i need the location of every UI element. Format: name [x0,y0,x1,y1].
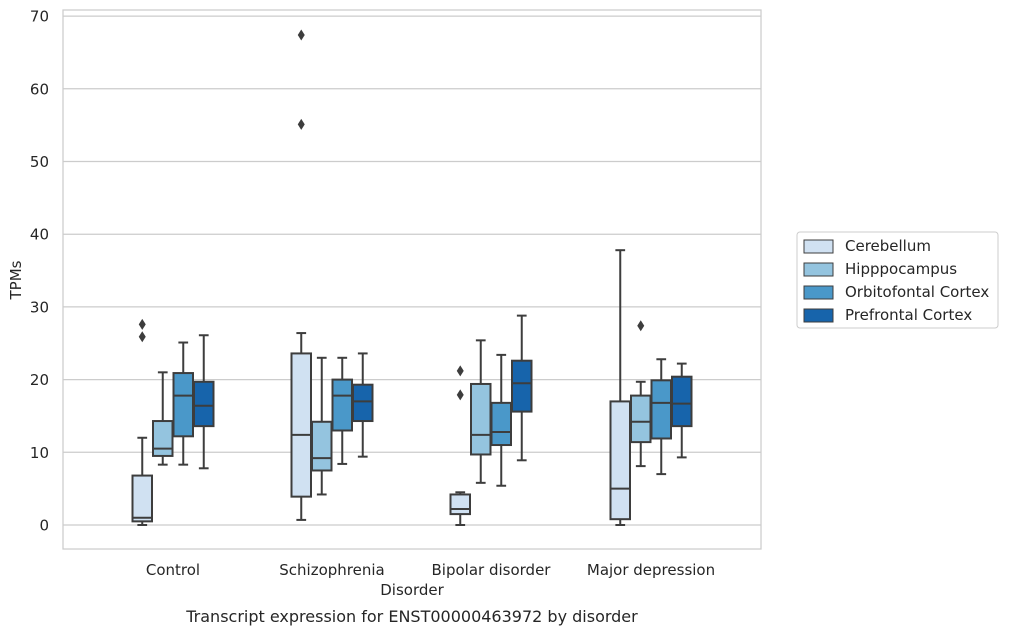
iqr-box [131,474,153,523]
box-1-1 [311,356,333,496]
box-3-3 [671,362,693,459]
box-3-1 [352,352,374,458]
iqr-box [630,394,652,444]
x-axis-ticks: Control Schizophrenia Bipolar disorder Majo… [146,561,715,579]
box-0-1 [290,29,312,521]
legend: Cerebellum Hipppocampus Orbitofontal Corte… [796,231,999,329]
y-tick-label: 60 [30,80,49,98]
iqr-box [650,379,672,440]
iqr-box [290,352,312,498]
box-0-0 [131,318,153,526]
box-2-0 [172,341,194,466]
y-tick-label: 70 [30,8,49,26]
y-tick-label: 20 [30,371,49,389]
iqr-box [352,383,374,423]
y-tick-label: 10 [30,444,49,462]
outlier-point [297,118,305,130]
box-0-2 [449,365,471,526]
legend-swatch [803,285,834,300]
box-2-2 [490,353,512,487]
y-axis-label: TPMs [7,260,25,300]
box-1-3 [630,320,652,468]
legend-label: Cerebellum [845,237,931,255]
outlier-point [297,29,305,41]
legend-frame [796,231,999,329]
iqr-box [511,359,533,413]
box-3-2 [511,314,533,462]
box-0-3 [609,249,631,526]
outlier-point [456,389,464,401]
legend-label: Prefrontal Cortex [845,306,972,324]
iqr-box [671,375,693,428]
legend-swatch [803,262,834,277]
legend-swatch [803,239,834,254]
iqr-box [172,372,194,438]
outlier-point [138,331,146,343]
iqr-box [193,380,215,428]
outlier-point [637,320,645,332]
y-tick-label: 50 [30,153,49,171]
x-tick-label: Schizophrenia [279,561,384,579]
box-1-2 [470,339,492,484]
outlier-point [138,318,146,330]
outlier-point [456,365,464,377]
iqr-box [609,400,631,521]
iqr-box [490,401,512,447]
iqr-box [449,493,471,516]
x-axis-label: Disorder [380,581,444,599]
box-3-0 [193,334,215,470]
x-tick-label: Control [146,561,200,579]
boxes [131,29,693,526]
box-1-0 [152,371,174,466]
legend-swatch [803,308,834,323]
y-tick-label: 30 [30,298,49,316]
legend-label: Hipppocampus [845,260,957,278]
box-2-1 [331,356,353,465]
plot-frame [62,9,762,550]
iqr-box [470,382,492,456]
chart-caption: Transcript expression for ENST0000046397… [185,607,638,626]
iqr-box [311,420,333,472]
legend-label: Orbitofontal Cortex [845,283,989,301]
iqr-box [331,378,353,432]
y-tick-label: 0 [39,517,49,535]
box-2-3 [650,358,672,476]
x-tick-label: Bipolar disorder [432,561,552,579]
y-tick-label: 40 [30,226,49,244]
y-axis-ticks: 0 10 20 30 40 50 60 70 [30,8,49,535]
iqr-box [152,420,174,457]
x-tick-label: Major depression [587,561,715,579]
